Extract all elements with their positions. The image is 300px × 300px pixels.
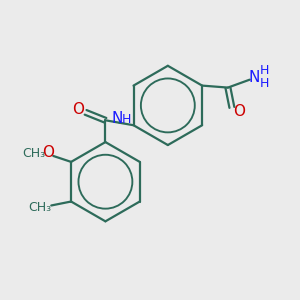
Text: N: N [112, 111, 123, 126]
Text: H: H [260, 64, 269, 77]
Text: O: O [72, 102, 84, 117]
Text: CH₃: CH₃ [28, 201, 51, 214]
Text: O: O [42, 146, 54, 160]
Text: H: H [122, 113, 131, 126]
Text: O: O [233, 104, 245, 119]
Text: N: N [249, 70, 260, 85]
Text: CH₃: CH₃ [22, 148, 45, 160]
Text: H: H [260, 77, 269, 90]
